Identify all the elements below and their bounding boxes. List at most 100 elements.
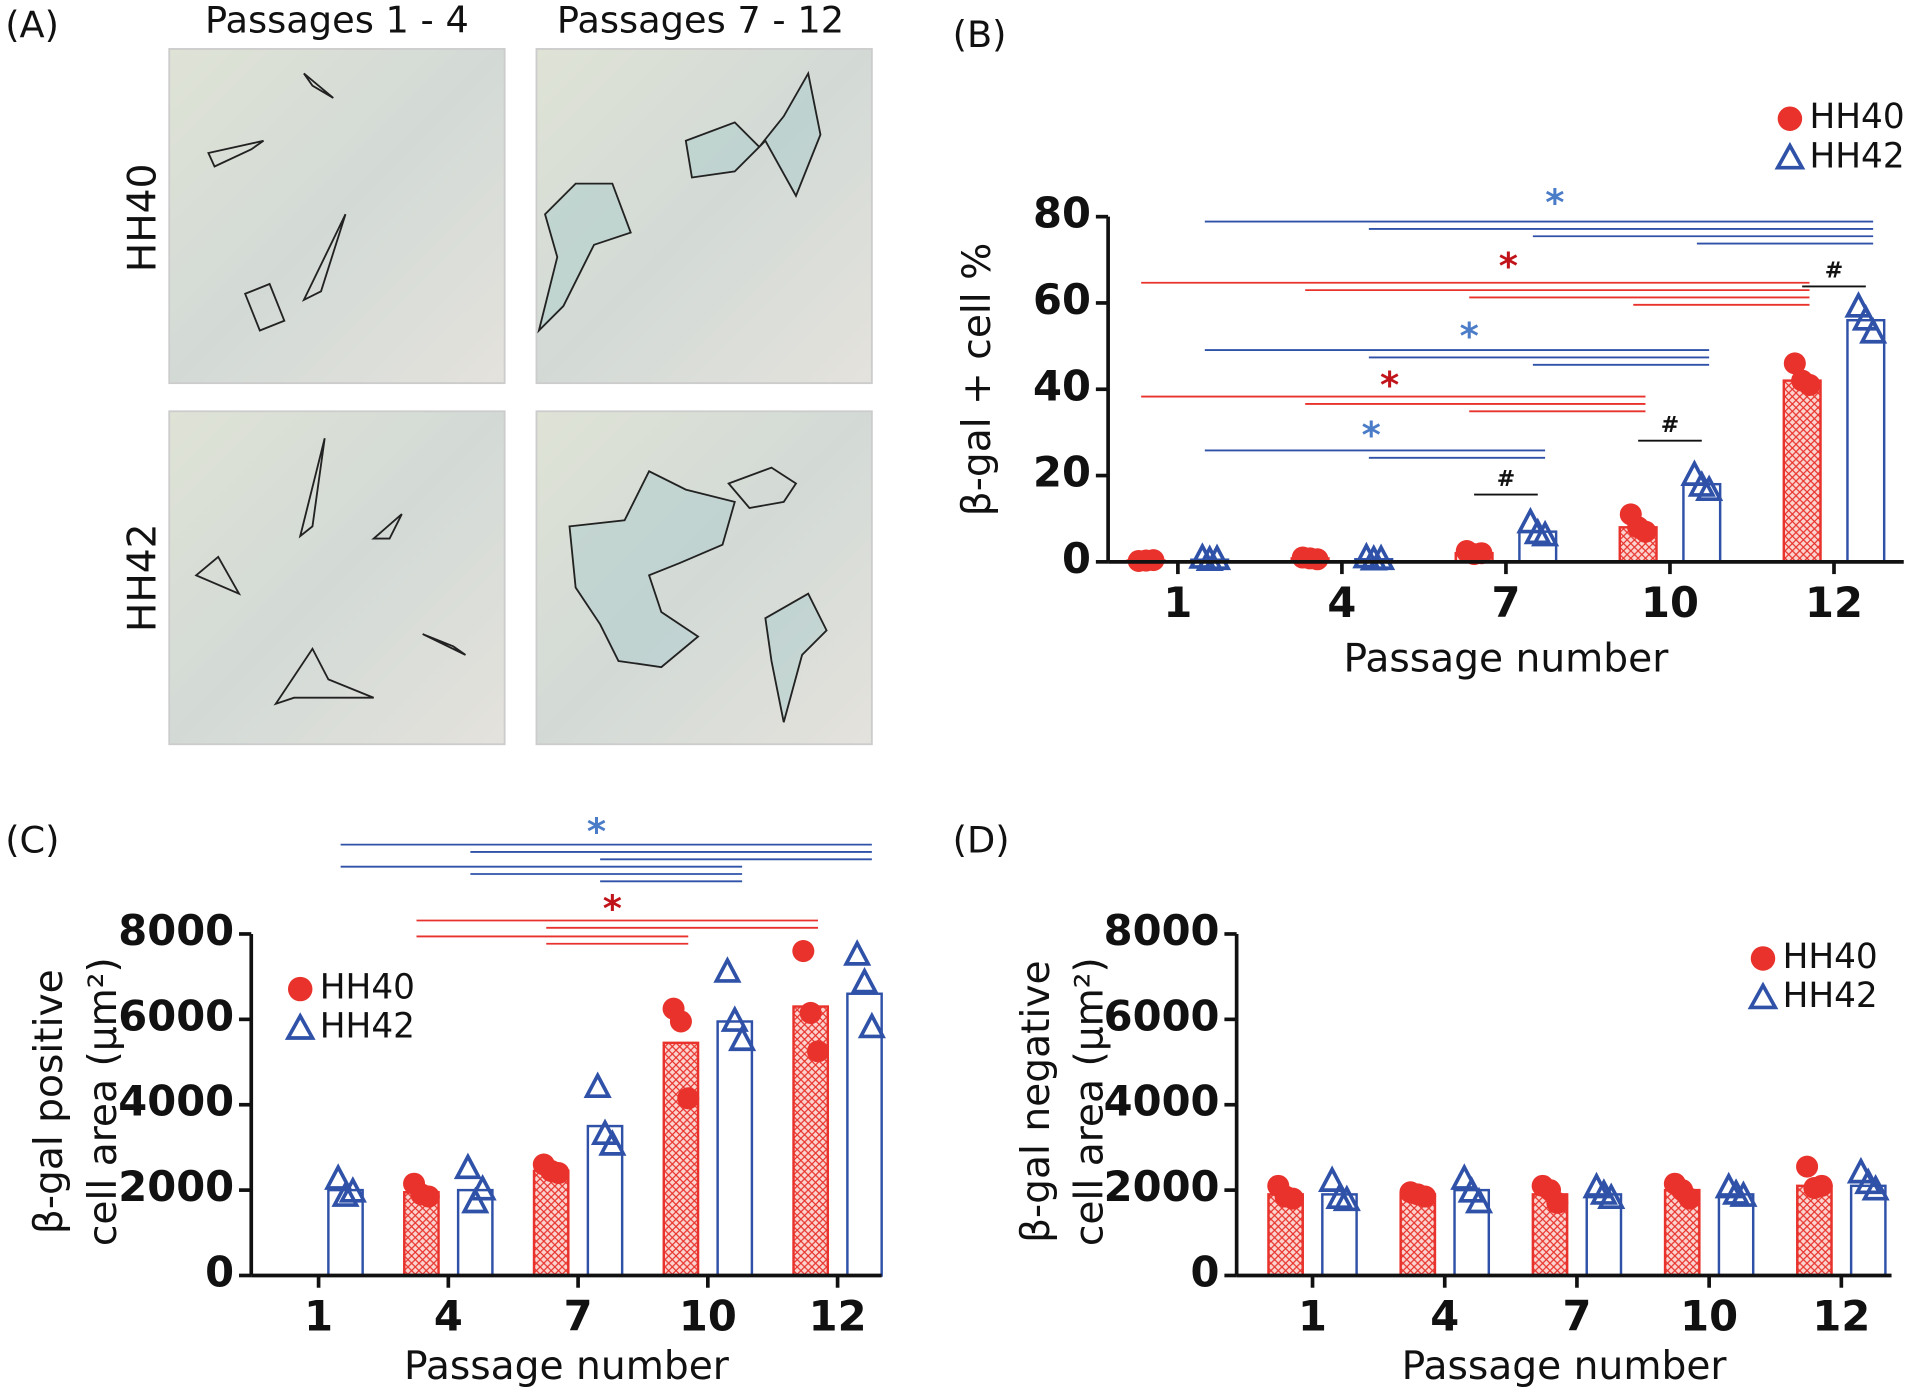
legend-marker <box>1774 141 1806 170</box>
data-point <box>1202 543 1232 571</box>
y-tick-label: 20 <box>1033 448 1091 497</box>
data-point <box>1450 1163 1479 1190</box>
legend-label: HH42 <box>1810 136 1905 176</box>
significance-mark: * <box>1362 413 1381 456</box>
y-tick-label: 8000 <box>1104 906 1220 955</box>
row-label: HH42 <box>120 523 165 632</box>
data-point <box>1281 1187 1304 1210</box>
data-point <box>1531 519 1560 547</box>
significance-mark: # <box>1825 259 1843 284</box>
significance-mark: * <box>1460 314 1479 357</box>
data-point <box>1332 1184 1361 1212</box>
significance-mark: * <box>1545 181 1564 224</box>
panel-label: (D) <box>953 819 1010 862</box>
data-point <box>1470 542 1493 565</box>
x-tick-label: 10 <box>1680 1292 1738 1341</box>
data-point <box>806 1040 830 1063</box>
y-tick-label: 2000 <box>1104 1162 1220 1211</box>
data-point <box>1414 1185 1437 1208</box>
data-point <box>1352 541 1381 569</box>
data-point <box>1546 1191 1569 1214</box>
data-point <box>417 1185 440 1208</box>
data-point <box>720 1005 749 1032</box>
legend-label: HH40 <box>1810 97 1905 137</box>
bar <box>456 1188 494 1277</box>
data-point <box>1859 316 1888 344</box>
data-point <box>1796 1155 1819 1178</box>
row-label: HH40 <box>120 164 165 273</box>
x-tick-label: 10 <box>1641 578 1699 627</box>
y-tick-label: 0 <box>1062 534 1091 583</box>
legend-marker <box>1747 981 1779 1010</box>
y-tick-label: 80 <box>1033 189 1091 238</box>
bar <box>1849 1184 1887 1277</box>
data-point <box>843 939 872 966</box>
data-point <box>677 1087 700 1110</box>
y-axis-label: β-gal + cell % <box>955 243 1000 517</box>
data-point <box>1523 517 1552 545</box>
panel-label: (B) <box>953 13 1007 56</box>
data-point <box>1306 548 1329 571</box>
bar <box>662 1041 700 1277</box>
data-point <box>1597 1182 1626 1210</box>
bar <box>1717 1193 1755 1277</box>
y-tick-label: 2000 <box>118 1162 234 1211</box>
data-point <box>324 1163 353 1190</box>
data-point <box>669 1010 692 1033</box>
legend-marker <box>284 1012 316 1040</box>
data-point <box>1798 373 1821 396</box>
data-point <box>1844 291 1873 318</box>
data-point <box>1188 542 1217 569</box>
y-tick-label: 6000 <box>118 991 234 1040</box>
data-point <box>468 1173 497 1201</box>
significance-mark: * <box>1499 245 1518 288</box>
data-point <box>792 940 815 963</box>
legend-label: HH42 <box>1783 976 1878 1016</box>
significance-mark: * <box>1380 363 1399 406</box>
x-tick-label: 10 <box>679 1292 737 1341</box>
x-axis-label: Passage number <box>1402 1344 1728 1389</box>
y-tick-label: 4000 <box>1104 1077 1220 1126</box>
x-tick-label: 4 <box>434 1292 463 1341</box>
data-point <box>331 1180 360 1207</box>
data-point <box>1721 1178 1751 1205</box>
x-tick-label: 12 <box>1805 578 1863 627</box>
data-point <box>850 966 879 994</box>
x-tick-label: 1 <box>1163 578 1192 627</box>
significance-mark: * <box>587 810 606 853</box>
data-point <box>1810 1174 1833 1197</box>
panel-label: (C) <box>5 819 59 862</box>
y-axis-label: cell area (μm²) <box>1068 957 1113 1246</box>
y-tick-label: 0 <box>205 1247 234 1296</box>
bar <box>532 1169 570 1277</box>
y-tick-label: 60 <box>1033 275 1091 324</box>
data-point <box>1783 352 1806 375</box>
column-label: Passages 1 - 4 <box>205 0 469 42</box>
data-point <box>1861 1173 1890 1201</box>
data-point <box>1695 474 1724 502</box>
x-tick-label: 4 <box>1327 578 1356 627</box>
data-point <box>799 1001 822 1024</box>
bar <box>846 992 883 1277</box>
significance-mark: # <box>1497 467 1515 492</box>
x-tick-label: 7 <box>564 1292 593 1341</box>
x-tick-label: 12 <box>809 1292 867 1341</box>
data-point <box>713 956 742 983</box>
y-tick-label: 40 <box>1033 361 1091 410</box>
column-label: Passages 7 - 12 <box>557 0 844 42</box>
x-axis-label: Passage number <box>1344 637 1670 682</box>
legend-marker <box>1777 106 1803 131</box>
data-point <box>461 1186 490 1214</box>
y-axis-label: β-gal negative <box>1014 960 1059 1243</box>
legend-label: HH42 <box>320 1007 415 1047</box>
x-tick-label: 1 <box>1298 1292 1327 1341</box>
data-point <box>1325 1182 1354 1210</box>
bar <box>716 1020 754 1277</box>
y-axis-label: cell area (μm²) <box>81 957 126 1246</box>
bar <box>1782 379 1822 564</box>
data-point <box>1318 1165 1347 1192</box>
data-point <box>453 1152 482 1180</box>
y-tick-label: 8000 <box>118 906 234 955</box>
data-point <box>1678 1187 1701 1210</box>
data-point <box>583 1071 612 1099</box>
